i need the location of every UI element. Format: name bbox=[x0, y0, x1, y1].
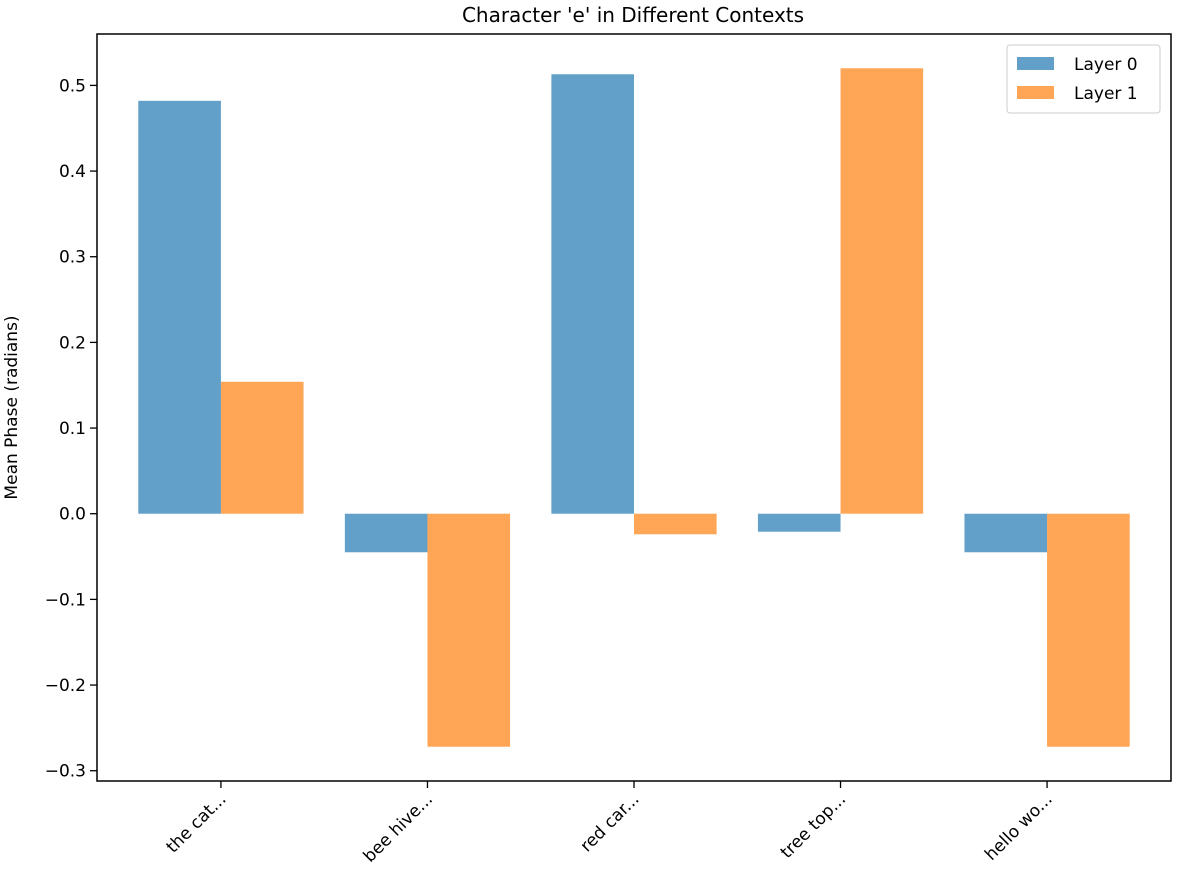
y-tick-label: 0.3 bbox=[59, 248, 86, 268]
y-tick-label: 0.5 bbox=[59, 76, 86, 96]
bar-layer-0-3 bbox=[757, 513, 841, 532]
x-tick-label: tree top... bbox=[777, 789, 850, 862]
x-axis: the cat... bee hive... red car... tree top.… bbox=[163, 781, 1057, 867]
bar-layer-1-3 bbox=[840, 68, 924, 514]
legend: Layer 0 Layer 1 bbox=[1006, 44, 1161, 114]
legend-swatch-layer-1 bbox=[1017, 86, 1054, 99]
x-tick-label: hello wo... bbox=[981, 789, 1056, 864]
x-tick-label: red car... bbox=[577, 789, 644, 856]
y-tick-label: 0.1 bbox=[59, 419, 86, 439]
y-tick-label: −0.2 bbox=[45, 676, 86, 696]
bar-layer-0-4 bbox=[964, 513, 1048, 553]
y-axis: −0.3 −0.2 −0.1 0.0 0.1 0.2 0.3 0.4 0.5 bbox=[45, 76, 97, 782]
y-tick-label: −0.3 bbox=[45, 762, 86, 782]
x-tick-label: bee hive... bbox=[360, 789, 437, 866]
legend-label: Layer 1 bbox=[1074, 84, 1138, 104]
bar-layer-0-2 bbox=[551, 74, 634, 514]
y-tick-label: 0.2 bbox=[59, 333, 86, 353]
y-tick-label: −0.1 bbox=[45, 590, 86, 610]
x-tick-label: the cat... bbox=[163, 789, 231, 857]
bar-layer-1-2 bbox=[634, 513, 717, 535]
bar-layer-0-0 bbox=[138, 100, 221, 514]
legend-swatch-layer-0 bbox=[1017, 57, 1054, 70]
bar-layer-1-1 bbox=[427, 513, 511, 747]
bar-layer-0-1 bbox=[344, 513, 428, 553]
y-tick-label: 0.0 bbox=[59, 505, 86, 525]
chart-title: Character 'e' in Different Contexts bbox=[462, 3, 804, 27]
bars-group bbox=[138, 68, 1130, 747]
legend-label: Layer 0 bbox=[1074, 55, 1138, 75]
bar-layer-1-0 bbox=[220, 381, 304, 514]
y-tick-label: 0.4 bbox=[59, 162, 86, 182]
bar-layer-1-4 bbox=[1047, 513, 1130, 747]
y-axis-label: Mean Phase (radians) bbox=[2, 315, 22, 499]
